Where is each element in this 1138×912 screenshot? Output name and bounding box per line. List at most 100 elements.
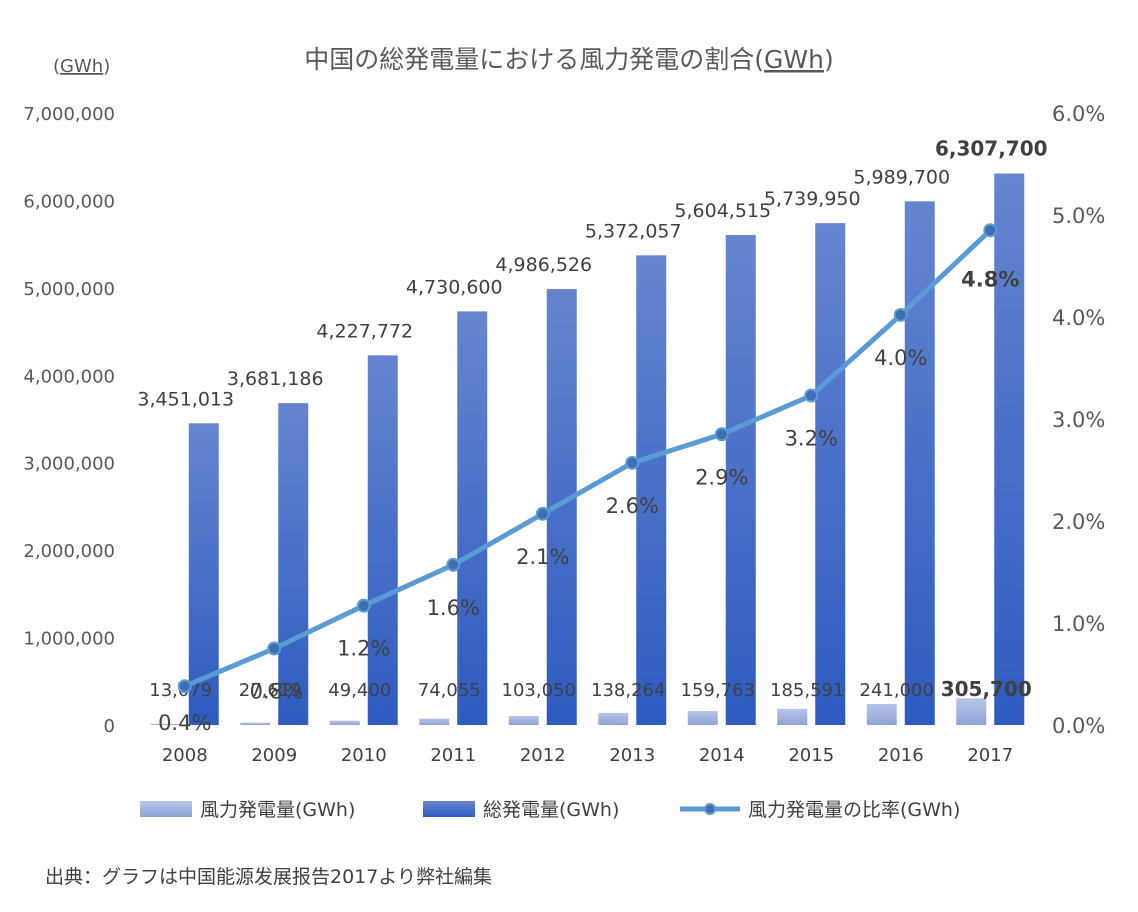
right-tick-label-2: 2.0% (1052, 510, 1105, 534)
ratio-point-2017 (983, 223, 998, 238)
left-tick-label-1: 1,000,000 (23, 629, 115, 650)
bar-total-label-2015: 5,739,950 (764, 188, 861, 210)
left-tick-label-6: 6,000,000 (23, 191, 115, 212)
x-tick-label-2013: 2013 (609, 745, 655, 766)
bar-wind-label-2017: 305,700 (941, 677, 1032, 701)
left-axis-unit-label: (GWh) (53, 56, 110, 77)
x-tick-label-2016: 2016 (878, 745, 924, 766)
x-axis-ticks: 2008 2009 2010 2011 2012 2013 2014 2015 2016 2017 (162, 745, 1013, 766)
bar-wind-2011 (419, 718, 450, 725)
ratio-labels-group: 0.4% 0.8% 1.2% 1.6% 2.1% 2.6% 2.9% 3.2% 4.0% 4.8% (158, 267, 1019, 735)
source-note: 出典：グラフは中国能源发展报告2017より弊社編集 (45, 866, 492, 888)
bar-total-2015 (815, 223, 846, 725)
ratio-label-2009: 0.8% (250, 680, 303, 704)
bar-wind-label-2009: 27,619 (239, 680, 302, 701)
right-tick-label-3: 3.0% (1052, 408, 1105, 432)
bar-total-label-2008: 3,451,013 (137, 388, 234, 410)
legend-swatch-ratio-marker (704, 803, 716, 815)
bar-wind-label-2016: 241,000 (860, 680, 934, 701)
bar-total-label-2016: 5,989,700 (853, 166, 950, 188)
legend: 風力発電量(GWh) 総発電量(GWh) 風力発電量の比率(GWh) (140, 799, 960, 821)
x-tick-label-2017: 2017 (967, 745, 1013, 766)
legend-swatch-wind (140, 801, 192, 817)
bar-wind-2010 (329, 720, 360, 725)
ratio-label-2012: 2.1% (516, 545, 569, 569)
ratio-point-2012 (535, 506, 550, 521)
bar-total-2014 (725, 235, 756, 726)
bar-total-2010 (367, 355, 398, 725)
right-axis-ticks: 0.0% 1.0% 2.0% 3.0% 4.0% 5.0% 6.0% (1052, 102, 1105, 738)
bar-wind-label-2012: 103,050 (502, 680, 576, 701)
bar-total-label-2014: 5,604,515 (674, 200, 771, 222)
legend-label-wind: 風力発電量(GWh) (200, 799, 355, 821)
left-axis-unit-open: ( (53, 56, 60, 77)
x-tick-label-2012: 2012 (520, 745, 566, 766)
ratio-point-2008 (177, 679, 192, 694)
ratio-label-2017: 4.8% (961, 267, 1019, 291)
bar-wind-2008 (150, 723, 181, 725)
right-tick-label-5: 5.0% (1052, 204, 1105, 228)
right-tick-label-0: 0.0% (1052, 714, 1105, 738)
bar-total-label-2010: 4,227,772 (316, 320, 413, 342)
ratio-label-2015: 3.2% (785, 427, 838, 451)
left-tick-label-7: 7,000,000 (23, 104, 115, 125)
ratio-label-2013: 2.6% (606, 494, 659, 518)
x-tick-label-2009: 2009 (251, 745, 297, 766)
ratio-label-2008: 0.4% (158, 711, 211, 735)
bar-total-2017 (994, 173, 1025, 725)
left-tick-label-5: 5,000,000 (23, 279, 115, 300)
bar-wind-label-2015: 185,591 (770, 680, 844, 701)
bar-total-2011 (457, 311, 488, 725)
bar-wind-label-2014: 159,763 (681, 680, 755, 701)
x-tick-label-2011: 2011 (430, 745, 476, 766)
bar-wind-2013 (598, 712, 629, 725)
ratio-label-2011: 1.6% (427, 596, 480, 620)
legend-swatch-total (423, 801, 475, 817)
chart-title-unit: GWh (764, 45, 824, 74)
bar-wind-label-2013: 138,264 (591, 680, 665, 701)
bar-total-2013 (636, 255, 667, 725)
bar-total-label-2012: 4,986,526 (495, 254, 592, 276)
left-tick-label-2: 2,000,000 (23, 541, 115, 562)
chart-title-main: 中国の総発電量における風力発電の割合( (304, 45, 764, 74)
bar-total-label-2011: 4,730,600 (406, 276, 503, 298)
legend-label-total: 総発電量(GWh) (483, 799, 619, 821)
x-tick-label-2010: 2010 (341, 745, 387, 766)
bars-group (150, 173, 1025, 726)
bar-wind-2012 (508, 715, 539, 725)
bar-total-2016 (904, 201, 935, 725)
ratio-point-2010 (356, 598, 371, 613)
x-tick-label-2015: 2015 (788, 745, 834, 766)
left-tick-label-4: 4,000,000 (23, 366, 115, 387)
ratio-label-2014: 2.9% (695, 465, 748, 489)
x-tick-label-2014: 2014 (699, 745, 745, 766)
left-tick-label-0: 0 (104, 716, 115, 737)
ratio-point-2015 (804, 388, 819, 403)
chart-title: 中国の総発電量における風力発電の割合(GWh) (304, 45, 833, 74)
bar-wind-2016 (866, 703, 897, 725)
ratio-point-2014 (714, 427, 729, 442)
bar-wind-2017 (956, 698, 987, 725)
ratio-label-2016: 4.0% (874, 346, 927, 370)
bar-total-label-2009: 3,681,186 (227, 368, 324, 390)
bar-wind-2014 (687, 711, 718, 725)
ratio-point-2013 (625, 455, 640, 470)
bar-total-2009 (278, 403, 309, 725)
bar-total-label-2017: 6,307,700 (935, 137, 1048, 161)
left-axis-unit-close: ) (103, 56, 110, 77)
ratio-label-2010: 1.2% (337, 637, 390, 661)
left-axis-ticks: 0 1,000,000 2,000,000 3,000,000 4,000,000 5,0… (23, 104, 115, 737)
x-tick-label-2008: 2008 (162, 745, 208, 766)
bar-wind-2015 (777, 708, 808, 725)
ratio-line (182, 227, 993, 689)
ratio-line-group (177, 223, 998, 694)
bar-wind-2009 (240, 722, 271, 725)
chart-title-close: ) (824, 45, 834, 74)
right-tick-label-6: 6.0% (1052, 102, 1105, 126)
bar-total-label-2013: 5,372,057 (585, 220, 682, 242)
left-tick-label-3: 3,000,000 (23, 454, 115, 475)
right-tick-label-4: 4.0% (1052, 306, 1105, 330)
legend-label-ratio: 風力発電量の比率(GWh) (748, 799, 960, 821)
